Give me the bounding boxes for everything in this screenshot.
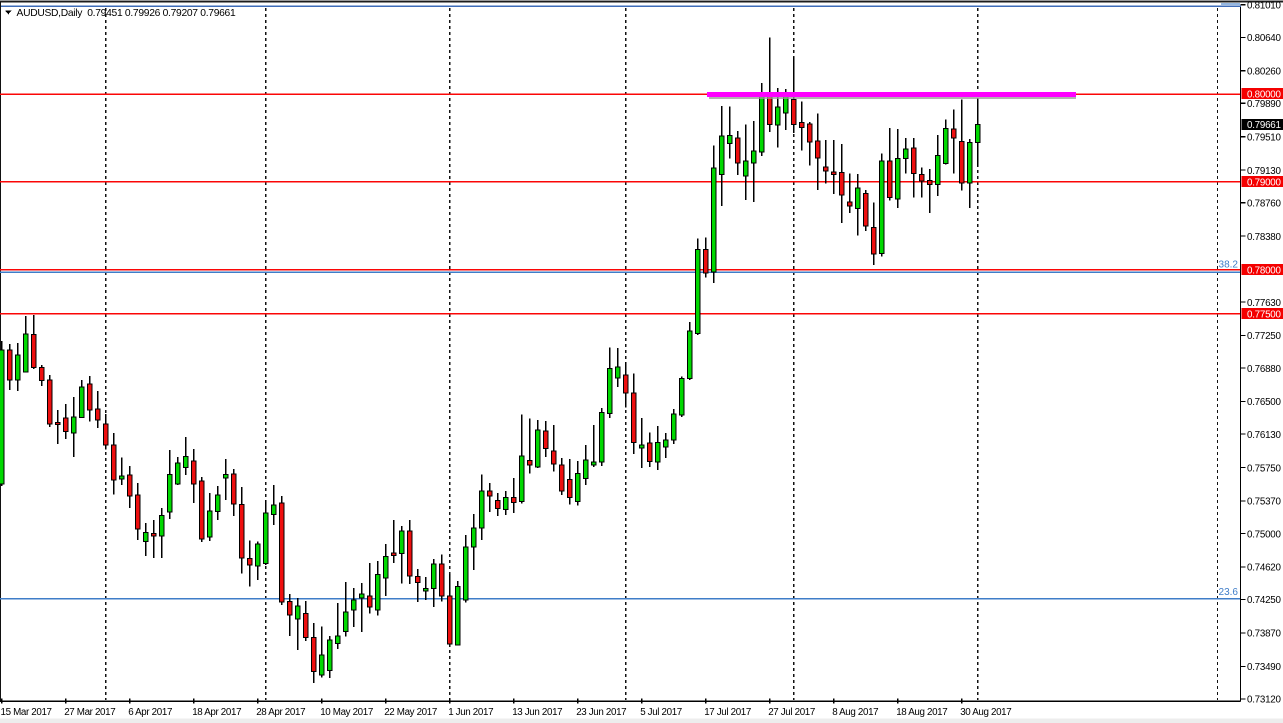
svg-text:0.79890: 0.79890 <box>1247 99 1281 110</box>
svg-text:0.80000: 0.80000 <box>1247 89 1281 100</box>
svg-text:23.6: 23.6 <box>1219 587 1239 598</box>
svg-text:0.81010: 0.81010 <box>1247 0 1281 11</box>
svg-text:0.80640: 0.80640 <box>1247 33 1281 44</box>
svg-text:AUDUSD,Daily 0.79451 0.79926: AUDUSD,Daily 0.79451 0.79926 0.79207 0.7… <box>17 8 236 19</box>
svg-text:0.79661: 0.79661 <box>1247 120 1281 131</box>
svg-text:0.73870: 0.73870 <box>1247 629 1281 640</box>
svg-text:0.78000: 0.78000 <box>1247 265 1281 276</box>
svg-text:0.78760: 0.78760 <box>1247 198 1281 209</box>
svg-text:27 Mar 2017: 27 Mar 2017 <box>64 707 115 718</box>
svg-text:0.77500: 0.77500 <box>1247 309 1281 320</box>
svg-text:0.76500: 0.76500 <box>1247 397 1281 408</box>
svg-text:0.79000: 0.79000 <box>1247 177 1281 188</box>
svg-text:5 Jul 2017: 5 Jul 2017 <box>640 707 682 718</box>
svg-text:30 Aug 2017: 30 Aug 2017 <box>960 707 1011 718</box>
svg-text:18 Aug 2017: 18 Aug 2017 <box>896 707 947 718</box>
svg-text:13 Jun 2017: 13 Jun 2017 <box>512 707 562 718</box>
svg-text:17 Jul 2017: 17 Jul 2017 <box>704 707 751 718</box>
svg-text:0.77250: 0.77250 <box>1247 331 1281 342</box>
svg-text:0.73490: 0.73490 <box>1247 662 1281 673</box>
svg-text:0.74620: 0.74620 <box>1247 563 1281 574</box>
svg-text:23 Jun 2017: 23 Jun 2017 <box>576 707 626 718</box>
svg-text:0.74250: 0.74250 <box>1247 595 1281 606</box>
svg-text:0.76880: 0.76880 <box>1247 364 1281 375</box>
svg-text:38.2: 38.2 <box>1219 260 1239 271</box>
svg-text:15 Mar 2017: 15 Mar 2017 <box>1 707 52 718</box>
svg-text:6 Apr 2017: 6 Apr 2017 <box>128 707 172 718</box>
svg-text:28 Apr 2017: 28 Apr 2017 <box>256 707 305 718</box>
svg-text:27 Jul 2017: 27 Jul 2017 <box>768 707 815 718</box>
svg-text:10 May 2017: 10 May 2017 <box>320 707 373 718</box>
svg-text:0.75750: 0.75750 <box>1247 463 1281 474</box>
svg-text:8 Aug 2017: 8 Aug 2017 <box>832 707 878 718</box>
svg-text:0.80260: 0.80260 <box>1247 66 1281 77</box>
svg-text:1 Jun 2017: 1 Jun 2017 <box>448 707 493 718</box>
svg-text:0.73120: 0.73120 <box>1247 695 1281 706</box>
svg-text:0.76130: 0.76130 <box>1247 430 1281 441</box>
svg-text:22 May 2017: 22 May 2017 <box>384 707 437 718</box>
svg-text:0.79130: 0.79130 <box>1247 166 1281 177</box>
svg-text:0.75000: 0.75000 <box>1247 529 1281 540</box>
svg-text:0.75370: 0.75370 <box>1247 497 1281 508</box>
svg-text:18 Apr 2017: 18 Apr 2017 <box>192 707 241 718</box>
svg-text:0.79510: 0.79510 <box>1247 132 1281 143</box>
svg-text:0.77630: 0.77630 <box>1247 298 1281 309</box>
svg-text:0.78380: 0.78380 <box>1247 232 1281 243</box>
